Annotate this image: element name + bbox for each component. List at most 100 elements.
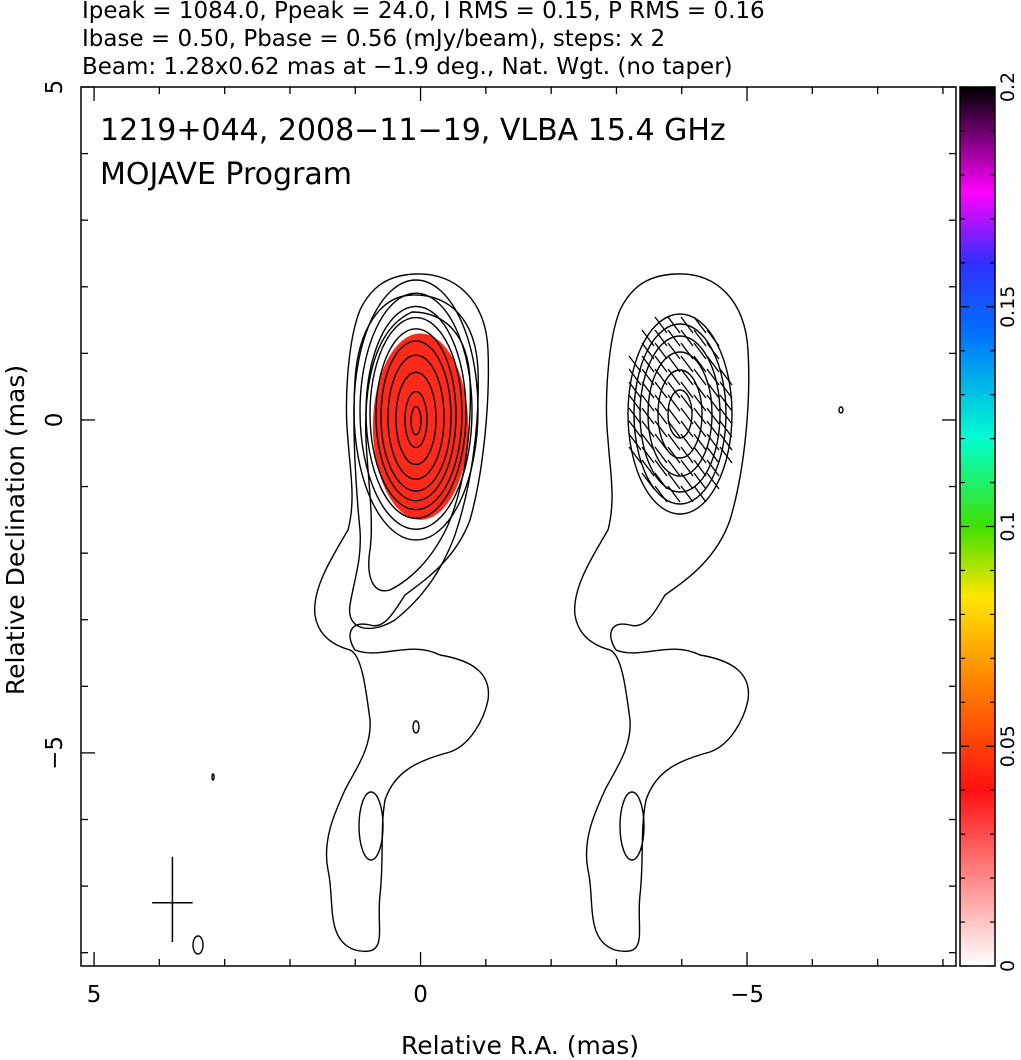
evpa-tick <box>667 329 681 347</box>
evpa-tick <box>654 446 668 464</box>
evpa-tick <box>641 472 655 490</box>
evpa-tick <box>719 446 733 464</box>
stokes-i-core-contour <box>404 390 428 449</box>
evpa-tick <box>706 446 720 464</box>
evpa-tick <box>680 433 694 451</box>
evpa-tick <box>654 472 668 490</box>
evpa-tick <box>667 407 681 425</box>
evpa-tick <box>654 329 668 347</box>
evpa-tick <box>693 472 707 490</box>
evpa-tick <box>680 355 694 373</box>
polarization-core-contour <box>667 389 693 439</box>
evpa-tick <box>719 368 733 386</box>
evpa-tick <box>680 472 694 490</box>
evpa-tick <box>680 420 694 438</box>
evpa-tick <box>654 394 668 412</box>
evpa-tick <box>628 420 642 438</box>
evpa-tick <box>641 394 655 412</box>
evpa-tick <box>706 472 720 490</box>
header-line-2: Ibase = 0.50, Pbase = 0.56 (mJy/beam), s… <box>82 26 665 52</box>
colorbar-tick-label: 0 <box>997 960 1019 972</box>
evpa-tick <box>680 394 694 412</box>
evpa-tick <box>706 394 720 412</box>
colorbar-ticks: 0 0.05 0.1 0.15 0.2 <box>960 72 1019 972</box>
stokes-i-island-contour <box>412 720 420 734</box>
evpa-tick <box>654 316 668 334</box>
y-axis-label: Relative Declination (mas) <box>1 365 30 695</box>
colorbar-tick-label: 0.05 <box>997 725 1019 767</box>
stokes-i-core-contour <box>369 316 463 511</box>
stokes-i-core-contour <box>395 371 437 466</box>
evpa-tick <box>654 381 668 399</box>
evpa-tick <box>654 420 668 438</box>
evpa-tick <box>628 407 642 425</box>
evpa-tick <box>706 420 720 438</box>
evpa-tick <box>628 368 642 386</box>
plot-frame <box>80 86 957 967</box>
evpa-tick <box>641 342 655 360</box>
evpa-tick <box>667 381 681 399</box>
evpa-tick <box>654 485 668 503</box>
evpa-tick <box>641 407 655 425</box>
evpa-tick <box>693 394 707 412</box>
x-tick-label: 5 <box>87 982 102 1008</box>
evpa-vectors <box>628 316 733 503</box>
evpa-tick <box>680 329 694 347</box>
stokes-i-core-contour <box>359 292 473 530</box>
evpa-tick <box>667 433 681 451</box>
evpa-tick <box>706 407 720 425</box>
evpa-tick <box>706 329 720 347</box>
evpa-tick <box>641 433 655 451</box>
evpa-tick <box>693 355 707 373</box>
evpa-tick <box>667 355 681 373</box>
evpa-tick <box>667 394 681 412</box>
evpa-tick <box>680 459 694 477</box>
evpa-tick <box>706 433 720 451</box>
evpa-tick <box>693 381 707 399</box>
evpa-tick <box>719 407 733 425</box>
evpa-tick <box>693 420 707 438</box>
x-tick-label: 0 <box>413 982 428 1008</box>
colorbar-tick-label: 0.15 <box>997 286 1019 328</box>
evpa-tick <box>706 381 720 399</box>
y-tick-label: −5 <box>42 736 68 770</box>
evpa-tick <box>706 355 720 373</box>
evpa-tick <box>667 472 681 490</box>
colorbar-tick-label: 0.2 <box>997 72 1019 102</box>
evpa-tick <box>628 433 642 451</box>
stokes-i-core-contour <box>387 354 445 480</box>
evpa-tick <box>680 316 694 334</box>
polarization-core-contour <box>639 335 721 493</box>
evpa-tick <box>628 446 642 464</box>
plot-area <box>152 273 844 955</box>
evpa-tick <box>641 329 655 347</box>
axis-ticks: 5 0 −5 5 0 −5 <box>42 80 956 1008</box>
evpa-tick <box>628 355 642 373</box>
evpa-tick <box>654 368 668 386</box>
evpa-tick <box>654 459 668 477</box>
program-annotation: MOJAVE Program <box>100 157 352 192</box>
evpa-tick <box>693 368 707 386</box>
evpa-tick <box>667 342 681 360</box>
stokes-i-core-contour <box>380 340 452 492</box>
evpa-tick <box>641 420 655 438</box>
polarization-outer-contour <box>574 273 750 953</box>
evpa-tick <box>654 433 668 451</box>
evpa-tick <box>680 381 694 399</box>
x-axis-label: Relative R.A. (mas) <box>401 1031 639 1060</box>
evpa-tick <box>706 368 720 386</box>
evpa-tick <box>719 381 733 399</box>
evpa-tick <box>628 394 642 412</box>
stokes-i-core-contour <box>410 406 422 436</box>
evpa-tick <box>693 316 707 334</box>
evpa-tick <box>706 459 720 477</box>
y-tick-label: 5 <box>42 80 68 95</box>
stokes-i-core-contour <box>353 279 479 541</box>
evpa-tick <box>667 485 681 503</box>
evpa-tick <box>719 433 733 451</box>
evpa-tick <box>693 342 707 360</box>
header-line-1: Ipeak = 1084.0, Ppeak = 24.0, I RMS = 0.… <box>82 0 765 24</box>
evpa-tick <box>667 316 681 334</box>
